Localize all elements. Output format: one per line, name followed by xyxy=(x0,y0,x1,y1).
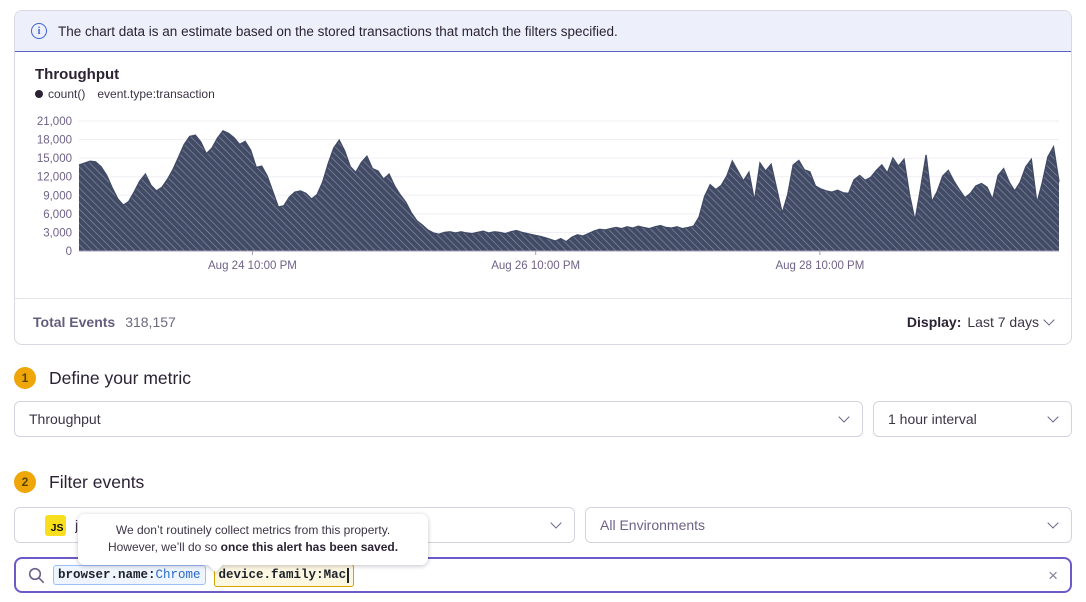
chevron-down-icon xyxy=(550,517,562,529)
project-select-value: j xyxy=(75,517,79,533)
environment-select[interactable]: All Environments xyxy=(585,507,1072,543)
display-period-selector[interactable]: Display: Last 7 days xyxy=(906,313,1055,330)
legend-query-label: event.type:transaction xyxy=(97,87,215,101)
svg-text:Aug 28 10:00 PM: Aug 28 10:00 PM xyxy=(775,260,864,272)
total-events-label: Total Events xyxy=(33,313,116,330)
search-icon xyxy=(28,567,45,584)
total-events: Total Events 318,157 xyxy=(33,314,176,330)
step-1-title: Define your metric xyxy=(49,367,191,388)
svg-text:9,000: 9,000 xyxy=(43,190,72,202)
chart-legend: count() event.type:transaction xyxy=(35,87,1063,101)
svg-text:15,000: 15,000 xyxy=(37,153,72,165)
text-cursor xyxy=(347,567,349,583)
search-token-browser-name[interactable]: browser.name: Chrome xyxy=(53,564,206,586)
interval-select[interactable]: 1 hour interval xyxy=(873,401,1072,437)
step-define-metric-header: 1 Define your metric xyxy=(14,367,1072,389)
banner-text: The chart data is an estimate based on t… xyxy=(58,23,618,39)
svg-text:0: 0 xyxy=(66,246,72,258)
chart-title: Throughput xyxy=(35,66,120,83)
estimate-info-banner: i The chart data is an estimate based on… xyxy=(15,11,1071,52)
chevron-down-icon xyxy=(1047,517,1059,529)
metrics-property-tooltip: We don’t routinely collect metrics from … xyxy=(78,514,428,573)
step-filter-events-header: 2 Filter events xyxy=(14,471,1072,493)
step-2-title: Filter events xyxy=(49,471,145,492)
chart-section: Throughput count() event.type:transactio… xyxy=(15,52,1071,298)
search-token-device-family[interactable]: device.family: Mac xyxy=(213,563,354,587)
svg-text:Aug 24 10:00 PM: Aug 24 10:00 PM xyxy=(208,260,297,272)
chevron-down-icon xyxy=(1047,411,1059,423)
chart-panel: i The chart data is an estimate based on… xyxy=(14,10,1072,345)
display-value: Last 7 days xyxy=(967,313,1039,330)
chevron-down-icon xyxy=(1043,313,1055,326)
step-1-badge: 1 xyxy=(14,367,36,389)
svg-text:Aug 26 10:00 PM: Aug 26 10:00 PM xyxy=(491,260,580,272)
project-select-content: JS j xyxy=(45,514,79,536)
svg-text:6,000: 6,000 xyxy=(43,209,72,221)
metric-select[interactable]: Throughput xyxy=(14,401,863,437)
total-events-value: 318,157 xyxy=(125,313,176,330)
metric-row: Throughput 1 hour interval xyxy=(14,401,1072,437)
legend-series-label: count() xyxy=(48,87,86,101)
javascript-platform-icon: JS xyxy=(45,514,66,536)
svg-text:3,000: 3,000 xyxy=(43,227,72,239)
throughput-chart: 0 3,000 6,000 9,000 12,000 15,000 18,000 21,000… xyxy=(37,116,1060,272)
interval-select-value: 1 hour interval xyxy=(888,411,977,427)
clear-search-icon[interactable]: × xyxy=(1048,565,1058,585)
metric-select-value: Throughput xyxy=(29,411,101,427)
svg-text:18,000: 18,000 xyxy=(37,135,72,147)
tooltip-line-1: We don’t routinely collect metrics from … xyxy=(115,523,391,537)
environment-select-value: All Environments xyxy=(600,517,706,533)
filter-block: JS j All Environments We don’t routinely… xyxy=(14,507,1072,593)
legend-item: count() xyxy=(35,87,85,101)
chart-panel-footer: Total Events 318,157 Display: Last 7 day… xyxy=(15,298,1071,344)
info-icon: i xyxy=(31,23,47,39)
legend-dot-icon xyxy=(35,90,43,98)
svg-text:21,000: 21,000 xyxy=(37,116,72,128)
tooltip-line-2: However, we’ll do so once this alert has… xyxy=(107,540,399,555)
svg-text:12,000: 12,000 xyxy=(37,172,72,184)
chevron-down-icon xyxy=(838,411,850,423)
display-label: Display: xyxy=(906,313,962,330)
step-2-badge: 2 xyxy=(14,471,36,493)
